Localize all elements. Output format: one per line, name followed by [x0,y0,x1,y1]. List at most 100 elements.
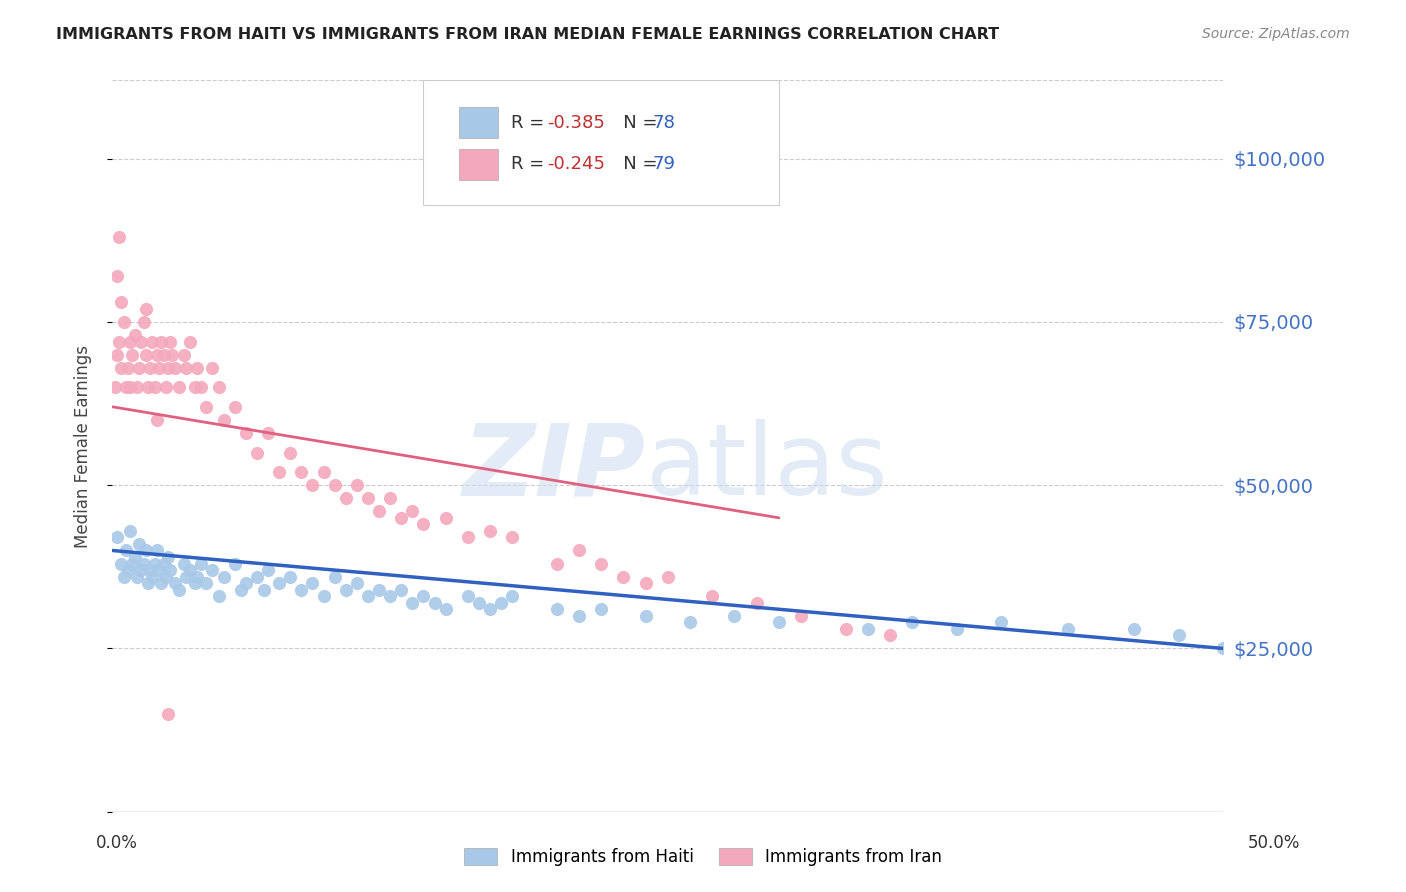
Y-axis label: Median Female Earnings: Median Female Earnings [73,344,91,548]
Point [990,615,1012,630]
Text: 0.0%: 0.0% [96,834,138,852]
Point [135,301,157,316]
Point [157,549,180,564]
Point [186,360,208,375]
Point [380,589,402,603]
FancyBboxPatch shape [423,80,779,204]
Point [357,589,380,603]
Point [108,230,131,244]
Text: -0.245: -0.245 [547,155,605,173]
Point [546,602,568,616]
Point [125,569,148,583]
Point [434,511,457,525]
Point [124,549,146,564]
Point [224,557,246,571]
Point [194,400,217,414]
Point [155,380,177,394]
Point [146,347,169,362]
Point [501,589,523,603]
Point [267,465,291,479]
Point [368,582,391,597]
Point [159,334,181,349]
Point [162,347,184,362]
Point [179,563,201,577]
Point [1167,628,1189,642]
Text: atlas: atlas [645,419,887,516]
Point [246,445,269,459]
Text: 50.0%: 50.0% [1249,834,1301,852]
Point [301,478,323,492]
Point [128,360,150,375]
Point [148,563,170,577]
Point [278,445,301,459]
Point [139,360,162,375]
Point [479,524,502,538]
Point [267,576,291,591]
Point [143,557,166,571]
Point [346,576,368,591]
Point [105,347,128,362]
Point [479,602,502,616]
Point [412,589,434,603]
Point [173,347,195,362]
Point [201,360,224,375]
FancyBboxPatch shape [458,149,498,180]
Point [380,491,402,506]
Point [110,295,132,310]
Point [159,563,181,577]
Point [208,380,231,394]
Point [679,615,702,630]
Text: -0.385: -0.385 [547,113,605,132]
Point [124,328,146,343]
Point [389,511,412,525]
Point [143,380,166,394]
Point [117,563,139,577]
Text: N =: N = [606,155,662,173]
Text: 78: 78 [652,113,675,132]
Point [235,425,257,440]
Point [634,608,657,623]
Point [104,380,127,394]
Point [501,530,523,544]
Point [174,360,197,375]
Point [190,557,212,571]
Point [146,413,169,427]
Point [136,576,159,591]
Point [252,582,274,597]
Point [235,576,257,591]
Point [183,380,205,394]
Point [357,491,380,506]
Point [1056,622,1078,636]
Point [568,543,591,558]
Point [121,557,143,571]
Point [108,334,131,349]
Point [135,347,157,362]
Point [120,334,142,349]
Point [257,563,280,577]
Point [702,589,724,603]
Point [128,537,150,551]
Point [634,576,657,591]
Point [212,569,235,583]
Point [163,576,186,591]
Point [412,517,434,532]
Point [389,582,412,597]
Point [148,360,170,375]
Point [457,530,479,544]
Point [323,478,346,492]
Point [120,380,142,394]
Point [150,576,173,591]
Point [489,596,512,610]
Point [117,360,139,375]
Point [141,569,163,583]
Point [186,569,208,583]
Point [468,596,491,610]
Text: ZIP: ZIP [463,419,645,516]
Point [423,596,446,610]
Point [945,622,967,636]
Point [401,504,423,518]
Point [167,582,190,597]
Point [1212,641,1234,656]
Point [131,563,153,577]
Point [434,602,457,616]
